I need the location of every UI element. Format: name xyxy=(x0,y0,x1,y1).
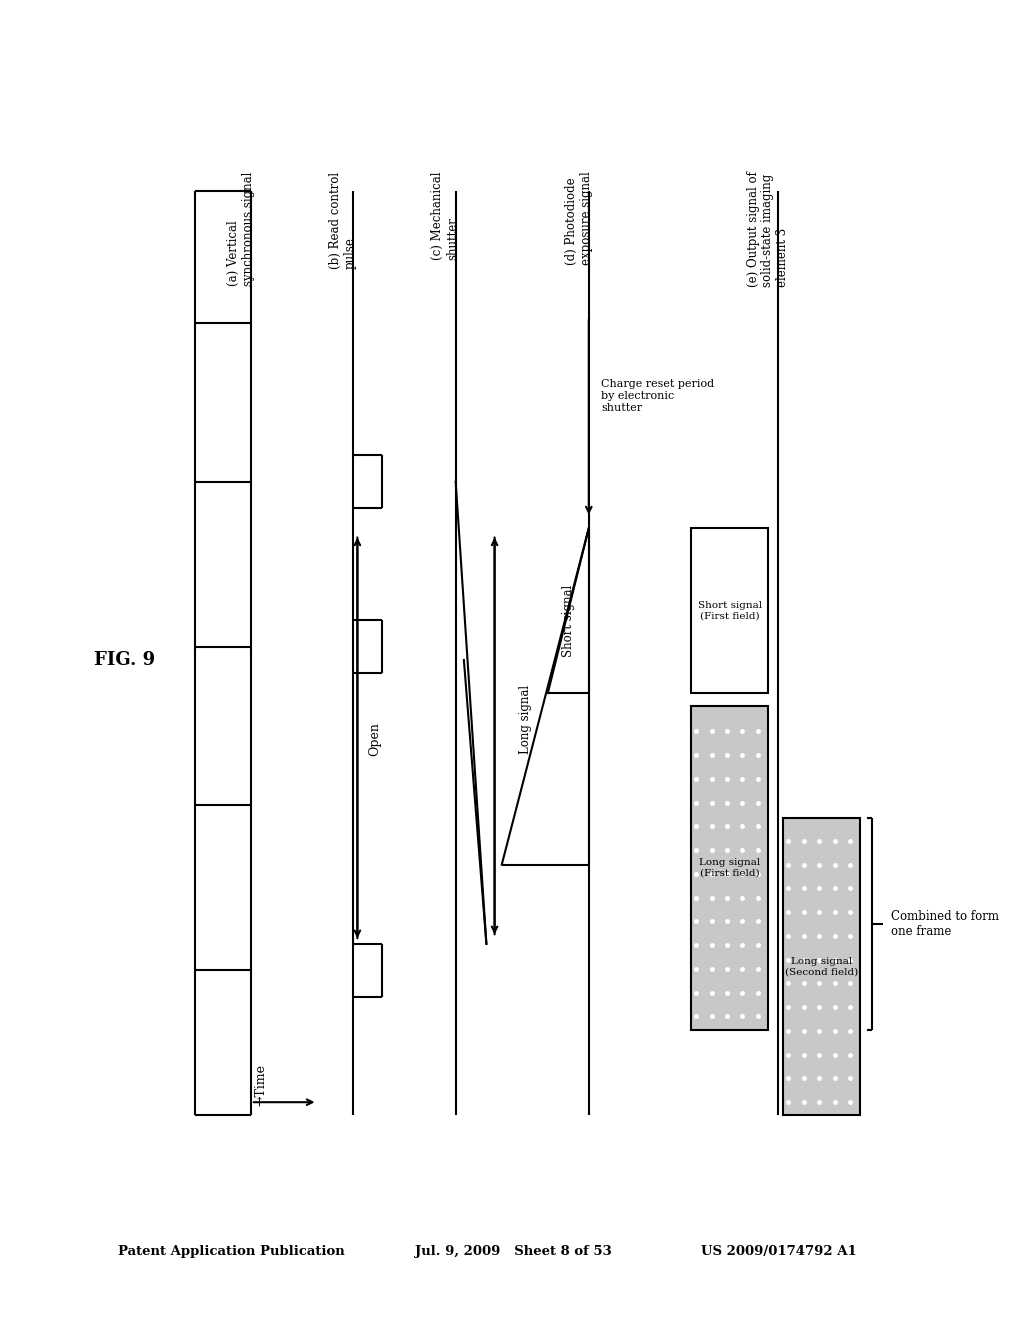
Text: US 2009/0174792 A1: US 2009/0174792 A1 xyxy=(701,1245,857,1258)
Text: Charge reset period
by electronic
shutter: Charge reset period by electronic shutte… xyxy=(601,379,714,413)
Text: →Time: →Time xyxy=(254,1064,267,1106)
Text: (e) Output signal of
solid-state imaging
element 3: (e) Output signal of solid-state imaging… xyxy=(746,172,790,288)
Bar xyxy=(691,528,768,693)
Text: (c) Mechanical
shutter: (c) Mechanical shutter xyxy=(431,172,460,260)
Text: Long signal
(Second field): Long signal (Second field) xyxy=(785,957,858,977)
Text: (d) Photodiode
exposure signal: (d) Photodiode exposure signal xyxy=(564,172,593,265)
Text: Long signal: Long signal xyxy=(519,685,532,754)
Text: Combined to form
one frame: Combined to form one frame xyxy=(891,909,998,939)
Text: FIG. 9: FIG. 9 xyxy=(94,651,156,669)
Text: Short signal
(First field): Short signal (First field) xyxy=(697,601,762,620)
Bar xyxy=(691,706,768,1030)
Bar xyxy=(783,818,860,1115)
Text: Jul. 9, 2009   Sheet 8 of 53: Jul. 9, 2009 Sheet 8 of 53 xyxy=(415,1245,611,1258)
Text: (b) Read control
pulse: (b) Read control pulse xyxy=(329,172,357,269)
Text: (a) Vertical
synchronous signal: (a) Vertical synchronous signal xyxy=(226,172,255,286)
Text: Long signal
(First field): Long signal (First field) xyxy=(699,858,760,878)
Text: Open: Open xyxy=(369,722,382,756)
Text: Short signal: Short signal xyxy=(562,585,575,656)
Text: Patent Application Publication: Patent Application Publication xyxy=(118,1245,344,1258)
